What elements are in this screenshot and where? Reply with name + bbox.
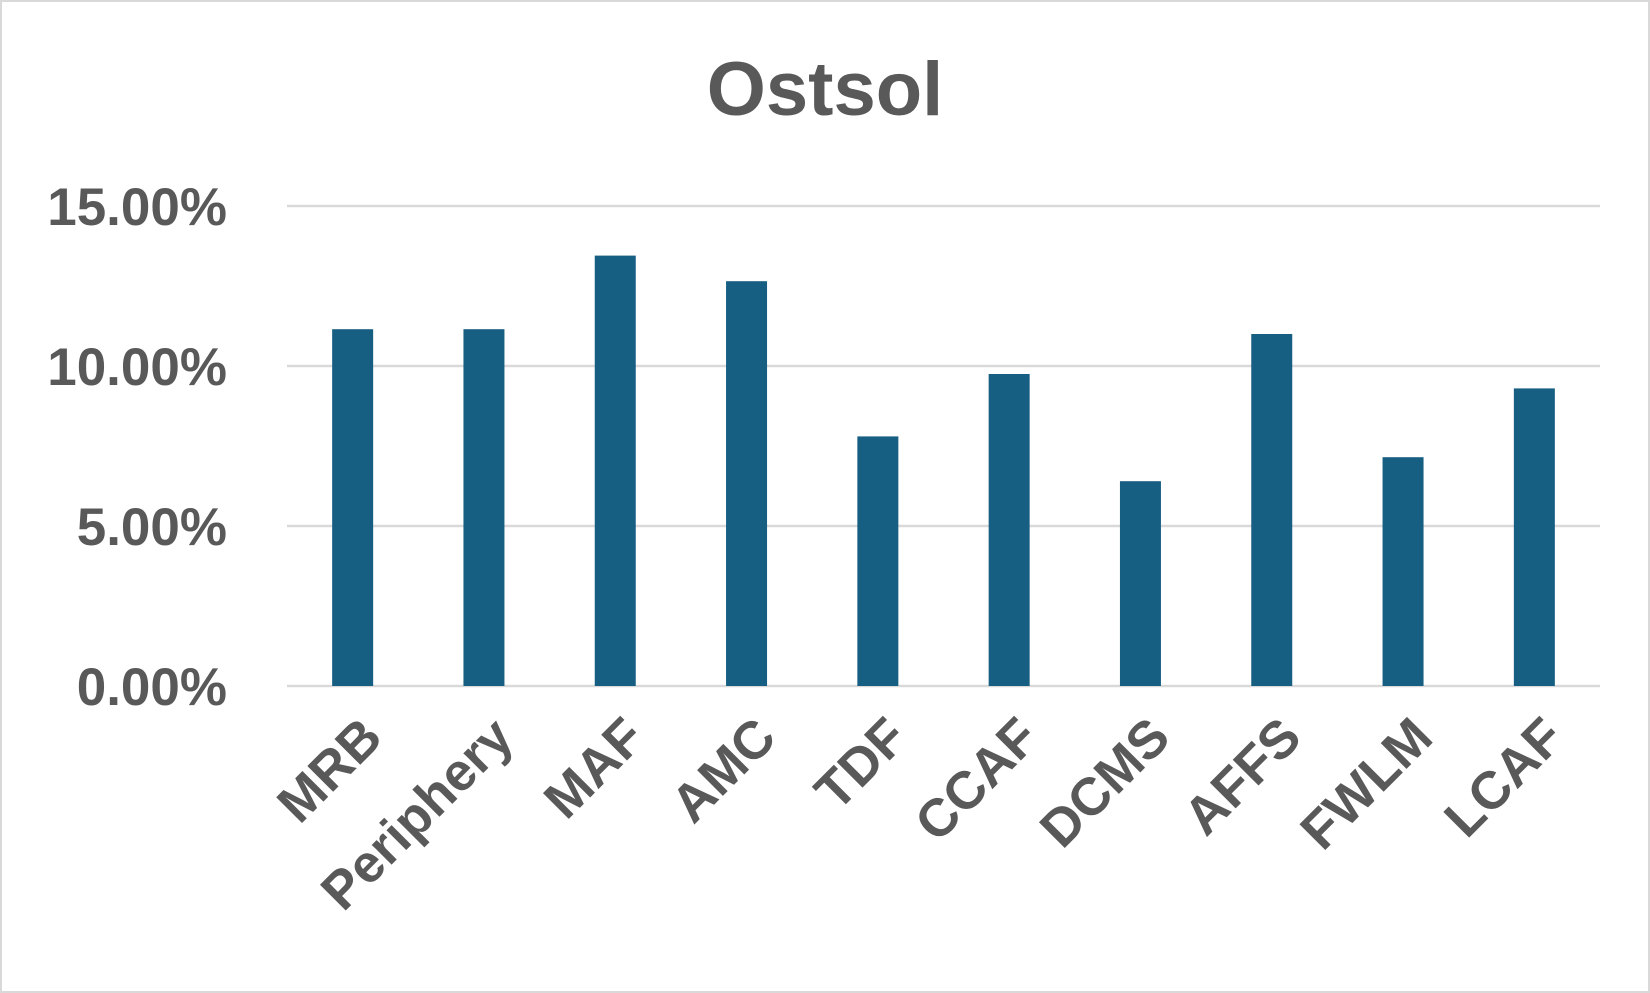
x-tick-label: CCAF (904, 707, 1050, 853)
bar-tdf (857, 436, 899, 686)
x-tick-label: LCAF (1433, 707, 1575, 849)
x-tick-label: AMC (660, 707, 787, 834)
x-tick-label: AFFS (1173, 707, 1313, 847)
bar-lcaf (1513, 388, 1555, 686)
x-tick-label: MAF (533, 707, 656, 830)
bar-maf (594, 255, 636, 686)
y-tick-label: 0.00% (77, 658, 227, 717)
y-axis-tick-labels: 0.00% 5.00% 10.00% 15.00% (47, 178, 227, 717)
gridlines (287, 204, 1600, 688)
y-tick-label: 5.00% (77, 498, 227, 557)
chart-title: Ostsol (707, 47, 944, 132)
x-tick-label: DCMS (1029, 707, 1181, 859)
y-tick-label: 15.00% (47, 178, 227, 237)
y-tick-label: 10.00% (47, 338, 227, 397)
x-tick-label: TDF (804, 707, 919, 822)
bar-periphery (463, 329, 505, 686)
bar-ccaf (988, 374, 1030, 686)
bars (332, 255, 1555, 686)
bar-dcms (1119, 481, 1161, 686)
x-tick-label: FWLM (1290, 707, 1444, 861)
bar-mrb (332, 329, 374, 686)
bar-affs (1251, 334, 1293, 686)
bar-fwlm (1382, 457, 1424, 686)
bar-amc (726, 281, 768, 686)
